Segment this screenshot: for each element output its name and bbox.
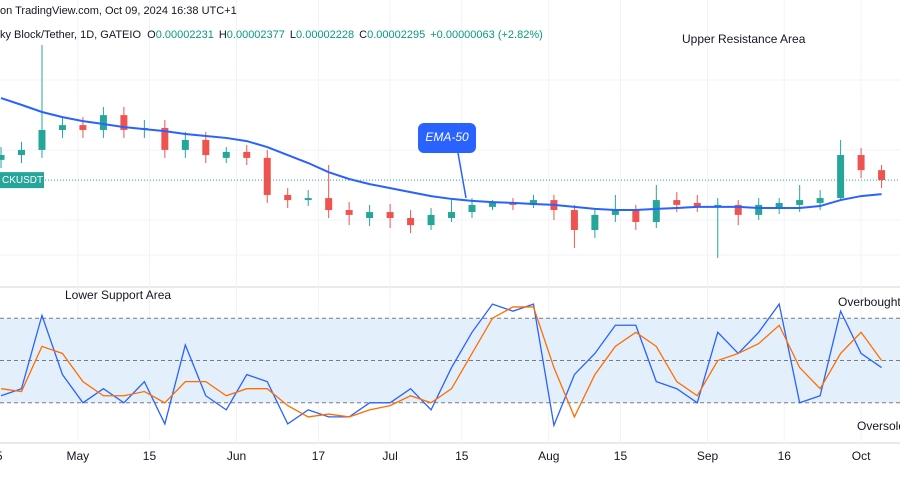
- x-tick-label: 15: [455, 449, 469, 463]
- x-tick-label: Sep: [697, 449, 719, 463]
- x-tick-label: Aug: [538, 449, 559, 463]
- callout-box: [418, 123, 476, 153]
- x-tick-label: Jun: [227, 449, 246, 463]
- candle-body: [222, 151, 230, 158]
- callout-pointer: [457, 152, 467, 199]
- candle-body: [857, 155, 865, 171]
- header-symbol-line: ky Block/Tether, 1D, GATEIO O0.00002231 H…: [0, 29, 548, 41]
- candle-body: [427, 214, 435, 226]
- candle-body: [79, 125, 87, 130]
- header-title: on TradingView.com, Oct 09, 2024 16:38 U…: [0, 5, 237, 17]
- candle-body: [652, 200, 660, 223]
- x-tick-label: 15: [614, 449, 628, 463]
- candle-body: [611, 210, 619, 215]
- candle-body: [837, 155, 845, 199]
- candle-body: [693, 202, 701, 207]
- candle-body: [468, 204, 476, 213]
- change: +0.00000063 (+2.82%): [430, 29, 543, 41]
- candle-body: [407, 218, 415, 226]
- candle-body: [304, 198, 312, 201]
- candle-body: [263, 157, 271, 195]
- candle-body: [632, 210, 640, 223]
- candle-body: [58, 125, 66, 130]
- candle-body: [181, 139, 189, 150]
- candle-body: [366, 212, 374, 219]
- candle-body: [591, 214, 599, 230]
- candle-body: [161, 127, 169, 150]
- symbol-label-box: [0, 172, 44, 189]
- ohlc-value: 0.00002231: [155, 29, 214, 41]
- symbol: ky Block/Tether, 1D, GATEIO: [0, 29, 142, 41]
- candle-body: [120, 115, 128, 130]
- candle-body: [448, 212, 456, 219]
- candle-body: [0, 155, 5, 160]
- candle-body: [243, 151, 251, 158]
- x-tick-label: 15: [143, 449, 157, 463]
- x-tick-label: 16: [778, 449, 792, 463]
- ohlc-label: C: [359, 29, 368, 41]
- symbol-label: CKUSDT: [2, 175, 43, 186]
- annotation: Overbought: [838, 295, 900, 309]
- ema-line: [0, 97, 882, 212]
- h-grid: [0, 79, 900, 256]
- candle-body: [775, 202, 783, 209]
- candle-body: [488, 202, 496, 207]
- x-tick-label: 15: [0, 449, 3, 463]
- candle-body: [755, 204, 763, 215]
- annotation: Upper Resistance Area: [682, 32, 806, 46]
- x-tick-label: Jul: [382, 449, 397, 463]
- ohlc-value: 0.00002377: [226, 29, 285, 41]
- oscillator-line: [0, 306, 883, 419]
- candle-body: [202, 139, 210, 156]
- candle-body: [38, 129, 46, 150]
- ohlc-label: L: [289, 29, 297, 41]
- candle-body: [284, 194, 292, 201]
- candle-body: [18, 149, 26, 156]
- candle-body: [734, 204, 742, 215]
- x-tick-label: 17: [312, 449, 326, 463]
- marks: 15 May 15 Jun 17 Jul 15 Aug 15 Sep 16 Oct CKUSDT: [0, 0, 900, 463]
- candle-body: [878, 170, 886, 181]
- candle-body: [673, 200, 681, 205]
- ohlc-value: 0.00002295: [367, 29, 426, 41]
- candle-body: [796, 200, 804, 205]
- candle-body: [570, 210, 578, 230]
- candle-body: [325, 198, 333, 211]
- ohlc-label: O: [147, 29, 156, 41]
- oscillator-line: [0, 302, 882, 428]
- candle-body: [345, 210, 353, 215]
- candle-body: [386, 212, 394, 219]
- candle-body: [99, 115, 107, 130]
- annotation: Oversold: [857, 419, 900, 433]
- annotation: Lower Support Area: [65, 288, 171, 302]
- ohlc-value: 0.00002228: [296, 29, 355, 41]
- callout-text: EMA-50: [425, 130, 469, 144]
- x-tick-label: May: [66, 449, 89, 463]
- ohlc-label: H: [218, 29, 227, 41]
- x-tick-label: Oct: [852, 449, 871, 463]
- candle-body: [816, 198, 824, 203]
- candle-body: [529, 200, 537, 205]
